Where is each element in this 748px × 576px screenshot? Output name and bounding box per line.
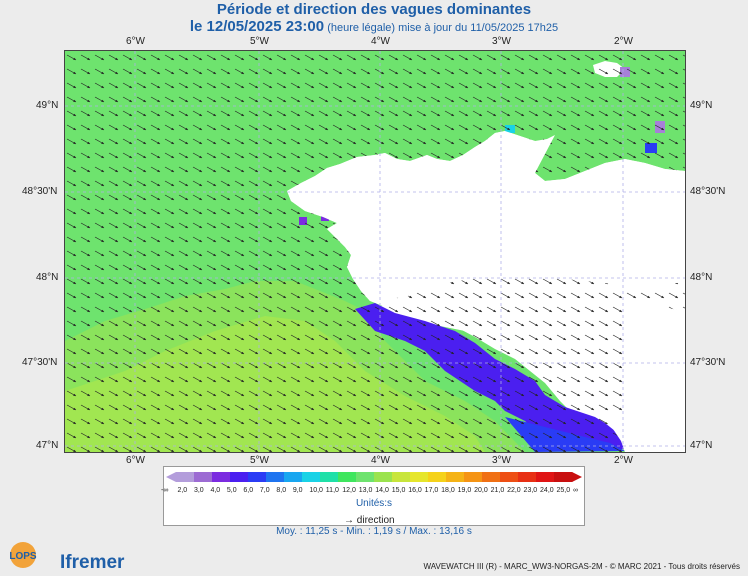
ifremer-logo: Ifremer	[60, 552, 125, 573]
colorbar-cell	[392, 472, 411, 482]
colorbar-tick-label: 12,0	[342, 487, 356, 494]
map-title: Période et direction des vagues dominant…	[216, 1, 532, 18]
colorbar-cell	[248, 472, 267, 482]
colorbar-cell	[194, 472, 213, 482]
colorbar-tick-label: 14,0	[375, 487, 389, 494]
colorbar-cell	[554, 472, 573, 482]
legend: -∞ 2,0 3,0 4,0 5,0 6,0 7,0 8,0 9,0 10,0 11,0 12,0 13…	[161, 466, 585, 526]
update-note: (heure légale) mise à jour du 11/05/2025…	[327, 22, 559, 34]
map-subtitle: le 12/05/2025 23:00 (heure légale) mise …	[0, 18, 748, 35]
colorbar-tick-label: 11,0	[325, 487, 339, 494]
colorbar-tick-label: 6,0	[243, 487, 254, 494]
colorbar-tick-label: 22,0	[507, 487, 521, 494]
colorbar-cell	[230, 472, 249, 482]
colorbar-cell	[536, 472, 555, 482]
wave-period-map[interactable]	[64, 50, 686, 453]
colorbar-cell	[302, 472, 321, 482]
colorbar-tick-label: 21,0	[490, 487, 505, 494]
lon-label: 3°W	[492, 455, 511, 466]
land-mask-east	[605, 301, 685, 452]
colorbar-tick-label: 4,0	[210, 487, 221, 494]
unit-label: Unités:s	[355, 498, 393, 509]
colorbar-cell	[176, 472, 195, 482]
colorbar-tick-label: 16,0	[408, 487, 422, 494]
direction-label: direction	[356, 515, 395, 526]
colorbar-tick-label: 24,0	[540, 487, 554, 494]
lon-label: 5°W	[250, 36, 269, 47]
graticule	[65, 51, 685, 452]
colorbar-tick-label: 17,0	[424, 487, 439, 494]
lat-label: 47°N	[36, 440, 59, 451]
arrow-right-icon: →	[344, 515, 354, 526]
colorbar-cell	[284, 472, 303, 482]
lat-label: 47°N	[690, 440, 713, 451]
lops-logo-text: LOPS	[9, 551, 37, 562]
lat-label: 48°30'N	[22, 186, 58, 197]
colorbar-tick-label: ∞	[573, 487, 578, 494]
direction-legend: → direction	[344, 515, 395, 526]
colorbar-tick-label: 2,0	[177, 487, 188, 494]
lat-label: 48°30'N	[690, 186, 726, 197]
colorbar-tick-label: 25,0	[556, 487, 571, 494]
colorbar-min-arrow	[166, 472, 176, 482]
colorbar-cell	[212, 472, 231, 482]
colorbar-cell	[338, 472, 357, 482]
lon-label: 6°W	[126, 455, 145, 466]
colorbar-cell	[374, 472, 393, 482]
colorbar-cell	[446, 472, 465, 482]
colorbar	[166, 472, 582, 482]
colorbar-cell	[482, 472, 501, 482]
stats-line: Moy. : 11,25 s - Min. : 1,19 s / Max. : …	[276, 526, 472, 537]
colorbar-cell	[464, 472, 483, 482]
lon-label: 5°W	[250, 455, 269, 466]
colorbar-cell	[356, 472, 375, 482]
colorbar-tick-label: 13,0	[358, 487, 373, 494]
colorbar-cell	[410, 472, 429, 482]
colorbar-tick-label: 20,0	[474, 487, 488, 494]
lon-label: 3°W	[492, 36, 511, 47]
colorbar-tick-label: 10,0	[309, 487, 323, 494]
map-canvas	[65, 51, 685, 452]
lon-label: 4°W	[371, 36, 390, 47]
colorbar-tick-label: 3,0	[193, 487, 204, 494]
colorbar-tick-label: 23,0	[523, 487, 538, 494]
forecast-date: le 12/05/2025 23:00	[189, 18, 325, 35]
lon-label: 6°W	[126, 36, 145, 47]
lat-label: 48°N	[690, 272, 713, 283]
lat-label: 49°N	[36, 100, 59, 111]
colorbar-cell	[320, 472, 339, 482]
lat-label: 47°30'N	[22, 357, 58, 368]
colorbar-tick-label: 15,0	[391, 487, 406, 494]
colorbar-tick-label: 5,0	[226, 487, 237, 494]
colorbar-cell	[266, 472, 285, 482]
credit-line: WAVEWATCH III (R) - MARC_WW3-NORGAS-2M -…	[423, 562, 740, 571]
lon-label: 2°W	[614, 36, 633, 47]
lon-label: 2°W	[614, 455, 633, 466]
colorbar-tick-label: 7,0	[259, 487, 270, 494]
colorbar-tick-label: -∞	[161, 487, 169, 494]
lops-logo: LOPS	[9, 542, 37, 568]
colorbar-max-arrow	[572, 472, 582, 482]
colorbar-cell	[518, 472, 537, 482]
lat-label: 49°N	[690, 100, 713, 111]
colorbar-tick-label: 19,0	[457, 487, 472, 494]
colorbar-tick-label: 18,0	[441, 487, 455, 494]
colorbar-tick-label: 8,0	[276, 487, 287, 494]
lon-label: 4°W	[371, 455, 390, 466]
lat-label: 48°N	[36, 272, 59, 283]
land-mask	[287, 131, 685, 301]
colorbar-cell	[500, 472, 519, 482]
lat-label: 47°30'N	[690, 357, 726, 368]
colorbar-tick-label: 9,0	[292, 487, 303, 494]
colorbar-cell	[428, 472, 447, 482]
